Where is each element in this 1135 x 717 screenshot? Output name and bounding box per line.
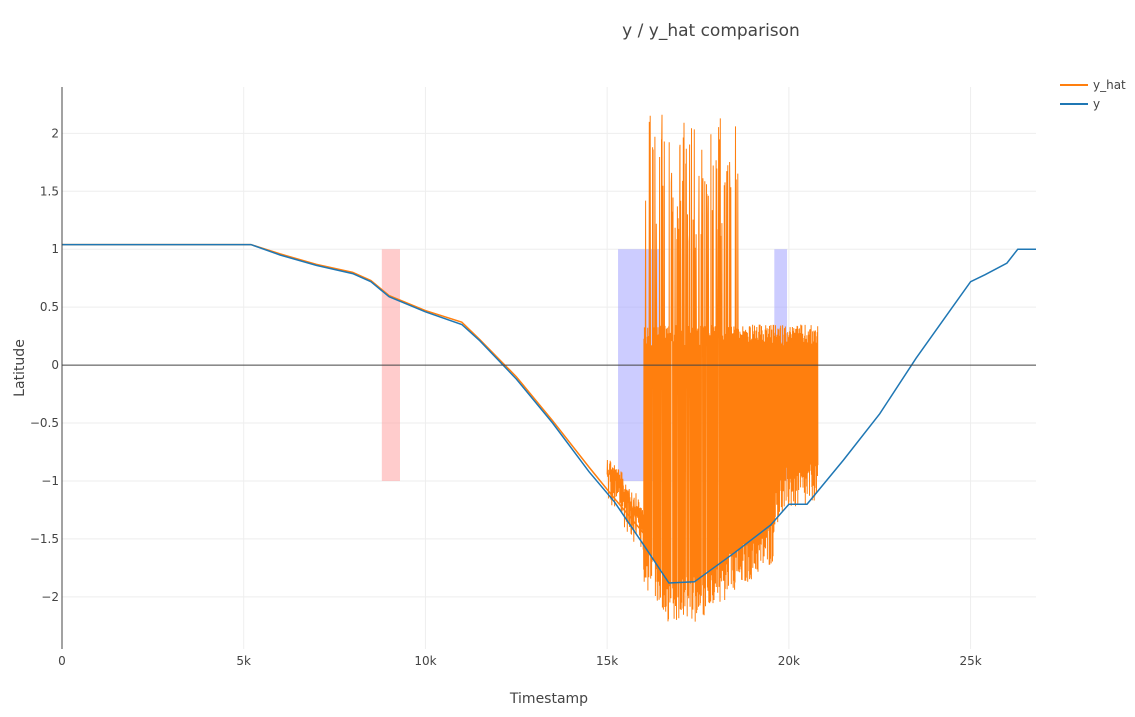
y-tick-label: 0.5 — [40, 300, 59, 314]
series-line-y-hat-noise — [606, 114, 819, 622]
x-tick-labels: 0 5k 10k 15k 20k 25k — [58, 654, 982, 668]
y-hat-noise-band — [606, 114, 819, 622]
legend-label-y-hat: y_hat — [1093, 78, 1126, 92]
legend-label-y: y — [1093, 97, 1100, 111]
y-axis-title: Latitude — [12, 339, 28, 397]
legend-item-y[interactable]: y — [1060, 97, 1100, 111]
y-tick-label: −0.5 — [30, 416, 59, 430]
y-tick-label: 0 — [51, 358, 59, 372]
series-line-y-hat — [62, 243, 645, 534]
y-tick-label: −1 — [41, 474, 59, 488]
x-tick-label: 25k — [959, 654, 981, 668]
series-lines — [62, 243, 1036, 584]
grid-lines — [62, 87, 1036, 649]
y-tick-label: 2 — [51, 126, 59, 140]
legend-item-y-hat[interactable]: y_hat — [1060, 78, 1126, 92]
y-tick-label: 1 — [51, 242, 59, 256]
x-tick-label: 0 — [58, 654, 66, 668]
y-tick-labels: 2 1.5 1 0.5 0 −0.5 −1 −1.5 −2 — [30, 126, 59, 604]
y-tick-label: −1.5 — [30, 532, 59, 546]
x-tick-label: 15k — [596, 654, 618, 668]
x-tick-label: 20k — [778, 654, 800, 668]
y-tick-label: −2 — [41, 590, 59, 604]
x-tick-label: 5k — [236, 654, 251, 668]
chart-title: y / y_hat comparison — [622, 21, 800, 41]
y-tick-label: 1.5 — [40, 184, 59, 198]
series-line-y — [62, 243, 1036, 584]
axes — [61, 87, 1036, 649]
x-axis-title: Timestamp — [509, 691, 588, 707]
legend[interactable]: y_hat y — [1060, 78, 1126, 111]
x-tick-label: 10k — [414, 654, 436, 668]
